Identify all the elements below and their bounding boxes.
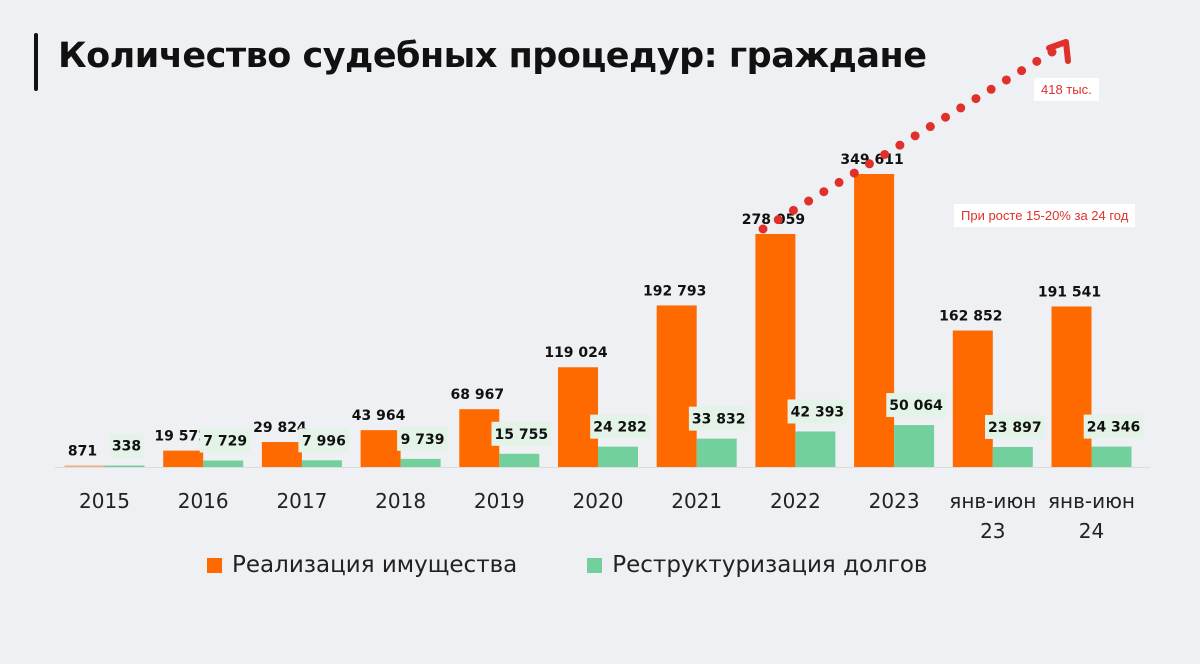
trend-dot (910, 131, 920, 141)
data-label-restructuring: 7 729 (203, 434, 247, 450)
x-tick-label: 2020 (573, 489, 624, 513)
trend-dot (986, 84, 996, 94)
legend-swatch-green (587, 557, 603, 573)
bar-realization (163, 450, 204, 467)
data-label-bg (1083, 414, 1144, 439)
data-label-bg (298, 428, 350, 453)
bar-restructuring (696, 438, 737, 467)
data-label-bg (397, 426, 449, 451)
data-label-bg (886, 393, 946, 418)
bar-restructuring (598, 446, 638, 467)
trend-note-label: При росте 15-20% за 24 год (954, 204, 1136, 227)
trend-dot (1032, 56, 1042, 66)
data-label-bg (109, 433, 144, 458)
data-label-restructuring: 9 739 (401, 432, 445, 448)
data-label-realization: 29 824 (253, 420, 307, 436)
data-label-bg (787, 399, 848, 424)
bar-realization (360, 430, 401, 467)
data-label-realization: 191 541 (1038, 284, 1101, 300)
trend-arrowhead-icon (1046, 39, 1071, 64)
bar-realization (64, 465, 105, 467)
x-tick-label: 2017 (276, 489, 327, 513)
bar-restructuring (894, 425, 935, 467)
legend-label: Реструктуризация долгов (612, 552, 928, 578)
data-label-realization: 19 572 (154, 429, 208, 445)
bar-realization (1051, 306, 1092, 467)
data-label-restructuring: 42 393 (791, 404, 845, 420)
trend-dot (971, 94, 981, 104)
data-label-bg (985, 414, 1045, 439)
bar-restructuring (400, 458, 441, 467)
legend-item-realization: Реализация имущества (207, 552, 517, 578)
data-label-realization: 192 793 (643, 283, 706, 299)
x-tick-label: 2019 (474, 489, 525, 513)
trend-dot (804, 196, 814, 206)
legend-item-restructuring: Реструктуризация долгов (587, 552, 927, 578)
trend-dot (773, 215, 783, 225)
bar-realization (952, 330, 993, 467)
legend: Реализация имущества Реструктуризация до… (207, 552, 927, 578)
data-label-bg (688, 406, 749, 431)
data-label-realization: 43 964 (352, 408, 406, 424)
title-accent-bar (34, 33, 38, 91)
x-tick-label: 2023 (869, 489, 920, 513)
x-tick-label: 23 (980, 519, 1005, 543)
bar-restructuring (301, 460, 342, 467)
data-label-restructuring: 15 755 (495, 427, 549, 443)
data-label-restructuring: 23 897 (988, 420, 1042, 436)
x-tick-label: 2022 (770, 489, 821, 513)
trend-dot (758, 224, 768, 234)
trend-dot (849, 168, 859, 178)
trend-dot (880, 149, 890, 159)
bar-restructuring (104, 465, 145, 467)
trend-dot (1017, 66, 1027, 76)
data-label-restructuring: 24 346 (1087, 420, 1141, 436)
x-tick-label: 2016 (178, 489, 229, 513)
data-label-restructuring: 338 (112, 439, 141, 455)
x-tick-label: 2021 (671, 489, 722, 513)
trend-dot (788, 205, 798, 215)
data-label-restructuring: 24 282 (593, 420, 647, 436)
bar-restructuring (992, 446, 1033, 467)
data-label-realization: 119 024 (544, 345, 608, 361)
bar-restructuring (1091, 446, 1132, 467)
x-tick-label: янв-июн (1048, 489, 1135, 513)
data-label-restructuring: 50 064 (889, 398, 943, 414)
x-tick-label: 2015 (79, 489, 130, 513)
bar-restructuring (499, 453, 540, 467)
trend-dot (834, 177, 844, 187)
bar-realization (755, 233, 796, 467)
bar-realization (656, 305, 697, 467)
data-label-realization: 68 967 (451, 387, 505, 403)
trend-dot (895, 140, 905, 150)
data-label-realization: 871 (68, 444, 97, 460)
trend-dot (864, 159, 874, 169)
bar-restructuring (795, 431, 836, 467)
chart-title: Количество судебных процедур: граждане (58, 36, 927, 76)
data-label-realization: 278 059 (742, 212, 805, 228)
legend-label: Реализация имущества (232, 552, 518, 578)
trend-dot (941, 112, 951, 122)
bar-restructuring (203, 460, 244, 467)
data-label-bg (590, 414, 650, 439)
data-label-restructuring: 33 832 (692, 412, 746, 428)
x-tick-label: янв-июн (949, 489, 1036, 513)
bar-realization (261, 442, 302, 467)
x-tick-label: 2018 (375, 489, 426, 513)
trend-dot (925, 122, 935, 132)
trend-dot (1001, 75, 1011, 85)
trend-dot (819, 187, 829, 197)
x-tick-label: 24 (1079, 519, 1104, 543)
trend-target-label: 418 тыс. (1034, 78, 1099, 101)
trend-dot (956, 103, 966, 113)
data-label-realization: 162 852 (939, 309, 1002, 325)
bar-realization (854, 174, 895, 467)
data-label-restructuring: 7 996 (302, 433, 346, 449)
data-label-bg (491, 421, 552, 446)
data-label-bg (199, 428, 251, 453)
legend-swatch-orange (207, 557, 222, 573)
